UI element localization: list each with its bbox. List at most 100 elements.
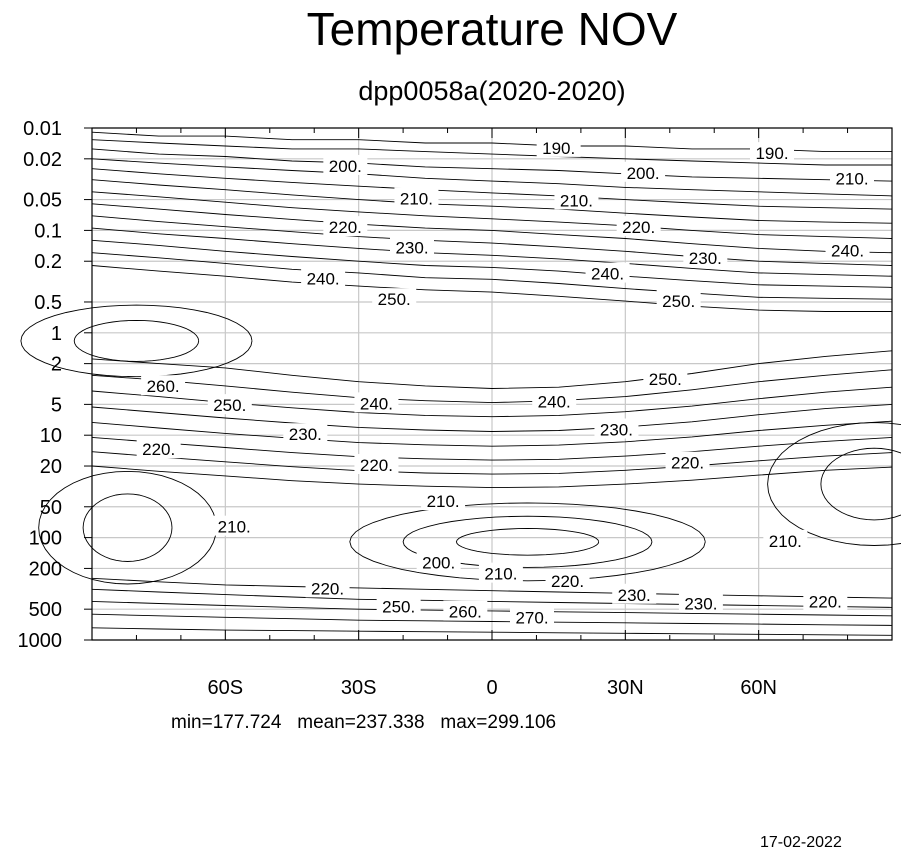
middle-contour bbox=[91, 350, 893, 389]
y-tick-label: 200 bbox=[29, 558, 62, 580]
contour-label-text: 220. bbox=[809, 592, 842, 611]
contour-label-background bbox=[421, 490, 466, 511]
y-tick-label: 0.1 bbox=[34, 220, 62, 242]
upper-contour bbox=[91, 168, 893, 210]
contour-label: 220. bbox=[545, 569, 590, 591]
contour-label: 240. bbox=[585, 262, 630, 284]
y-tick-label: 100 bbox=[29, 528, 62, 550]
upper-contour bbox=[91, 239, 893, 288]
contour-label-background bbox=[305, 577, 350, 598]
contour-label-background bbox=[354, 392, 399, 413]
contour-label-background bbox=[394, 187, 439, 208]
contour-label-background bbox=[532, 390, 577, 411]
max-stat: max=299.106 bbox=[440, 712, 557, 733]
contour-label-background bbox=[323, 216, 368, 237]
contour-label: 230. bbox=[678, 592, 723, 613]
contour-label: 220. bbox=[616, 216, 661, 237]
contour-label-background bbox=[283, 423, 328, 444]
upper-contour bbox=[91, 191, 893, 239]
contour-label-text: 210. bbox=[769, 532, 802, 551]
contour-label-text: 250. bbox=[213, 396, 246, 415]
contour-label-text: 250. bbox=[649, 370, 682, 389]
contour-label-background bbox=[678, 592, 723, 613]
contour-label: 230. bbox=[683, 246, 728, 268]
y-tick-label: 0.05 bbox=[23, 190, 62, 212]
statistics-line: min=177.724 mean=237.338 max=299.106 bbox=[171, 712, 556, 734]
upper-contour bbox=[91, 148, 893, 182]
contour-label-text: 250. bbox=[662, 292, 695, 311]
axis-ticks: 60S 30S 0 30N 60N 0.01 0.02 0.05 0.1 0.2 0.5 1 2 5 10 2… bbox=[18, 118, 849, 699]
contour-label-text: 240. bbox=[831, 241, 864, 260]
contour-label-text: 190. bbox=[542, 139, 575, 158]
contour-label-text: 230. bbox=[395, 238, 428, 257]
contour-label-background bbox=[830, 167, 874, 188]
upper-contour bbox=[91, 265, 892, 312]
upper-contour bbox=[91, 203, 893, 254]
contour-label: 230. bbox=[594, 418, 639, 440]
middle-contour bbox=[91, 403, 893, 432]
y-tick-label: 0.02 bbox=[23, 149, 62, 171]
contour-label-background bbox=[803, 590, 848, 611]
tropopause-contour-210 bbox=[349, 502, 706, 582]
contour-label: 210. bbox=[394, 187, 439, 209]
y-tick-label: 500 bbox=[29, 599, 62, 621]
contour-label-background bbox=[665, 451, 710, 472]
contour-label-text: 240. bbox=[538, 393, 571, 412]
middle-contour bbox=[91, 465, 893, 489]
lower-contour bbox=[91, 600, 893, 617]
y-tick-label: 0.5 bbox=[34, 292, 62, 314]
contour-label-background bbox=[763, 529, 808, 550]
contour-label-background bbox=[478, 562, 523, 583]
contour-label-text: 220. bbox=[142, 440, 175, 459]
contour-label: 260. bbox=[141, 375, 186, 396]
mean-stat: mean=237.338 bbox=[297, 712, 425, 733]
chart-subtitle: dpp0058a(2020-2020) bbox=[358, 76, 626, 106]
x-tick-label: 60N bbox=[740, 677, 777, 699]
contour-label-text: 200. bbox=[627, 164, 660, 183]
contour-label-text: 190. bbox=[755, 144, 788, 163]
contour-label-text: 220. bbox=[551, 572, 584, 591]
contour-label: 250. bbox=[376, 595, 421, 616]
contour-label-background bbox=[136, 438, 181, 459]
contour-labels: 190. 190. 200. 200. 210. 210. 210. 220. 220. 230.… bbox=[136, 136, 874, 628]
contour-label-text: 260. bbox=[147, 377, 180, 396]
contour-label-text: 230. bbox=[289, 425, 322, 444]
contour-label-text: 200. bbox=[422, 554, 455, 573]
y-tick-label: 1000 bbox=[18, 630, 63, 652]
upper-contour bbox=[91, 215, 893, 266]
x-tick-label: 0 bbox=[486, 677, 497, 699]
contour-label-text: 230. bbox=[618, 586, 651, 605]
contour-label-background bbox=[656, 289, 701, 310]
contour-label-background bbox=[416, 551, 461, 572]
contour-label: 220. bbox=[136, 438, 181, 459]
south-polar-cell-inner bbox=[82, 493, 173, 562]
contour-label: 250. bbox=[207, 394, 252, 415]
contour-label-background bbox=[585, 262, 630, 283]
contour-label: 240. bbox=[301, 267, 346, 288]
contour-label: 230. bbox=[612, 583, 657, 605]
contour-label-background bbox=[372, 288, 417, 309]
lower-contour bbox=[91, 577, 893, 599]
contour-label-background bbox=[301, 267, 346, 288]
contour-label: 220. bbox=[323, 216, 368, 237]
contour-label: 240. bbox=[825, 239, 870, 260]
contour-label-text: 270. bbox=[515, 609, 548, 628]
contour-label: 220. bbox=[305, 577, 350, 598]
contour-label: 210. bbox=[212, 515, 257, 537]
y-tick-label: 2 bbox=[51, 354, 62, 376]
contour-label-text: 220. bbox=[360, 456, 393, 475]
contour-label-text: 220. bbox=[622, 218, 655, 237]
contour-label-background bbox=[141, 375, 186, 396]
contour-label-background bbox=[443, 600, 488, 621]
contour-label: 220. bbox=[803, 590, 848, 611]
contour-label-text: 210. bbox=[400, 190, 433, 209]
contour-label: 210. bbox=[830, 167, 874, 189]
stratopause-cell bbox=[20, 304, 253, 378]
contour-label-text: 210. bbox=[835, 170, 868, 189]
y-tick-label: 1 bbox=[51, 323, 62, 345]
contour-label: 210. bbox=[763, 529, 808, 551]
contour-label: 230. bbox=[283, 423, 328, 444]
contour-label-text: 200. bbox=[329, 157, 362, 176]
contour-label-text: 230. bbox=[684, 594, 717, 613]
